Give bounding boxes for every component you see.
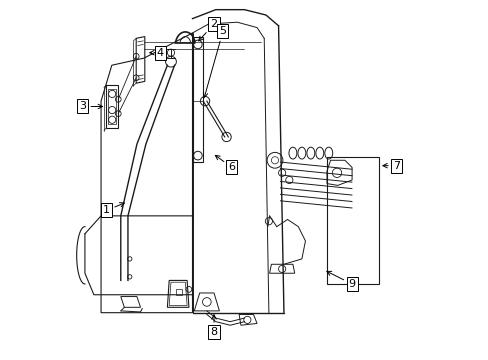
Text: 9: 9 xyxy=(326,271,355,289)
Text: 5: 5 xyxy=(203,26,226,98)
Text: 1: 1 xyxy=(103,203,124,216)
Text: 4: 4 xyxy=(149,48,163,58)
Text: 7: 7 xyxy=(382,161,400,171)
Text: 3: 3 xyxy=(79,102,102,112)
Text: 2: 2 xyxy=(198,19,217,41)
Text: 8: 8 xyxy=(210,315,217,337)
Text: 6: 6 xyxy=(215,156,235,172)
